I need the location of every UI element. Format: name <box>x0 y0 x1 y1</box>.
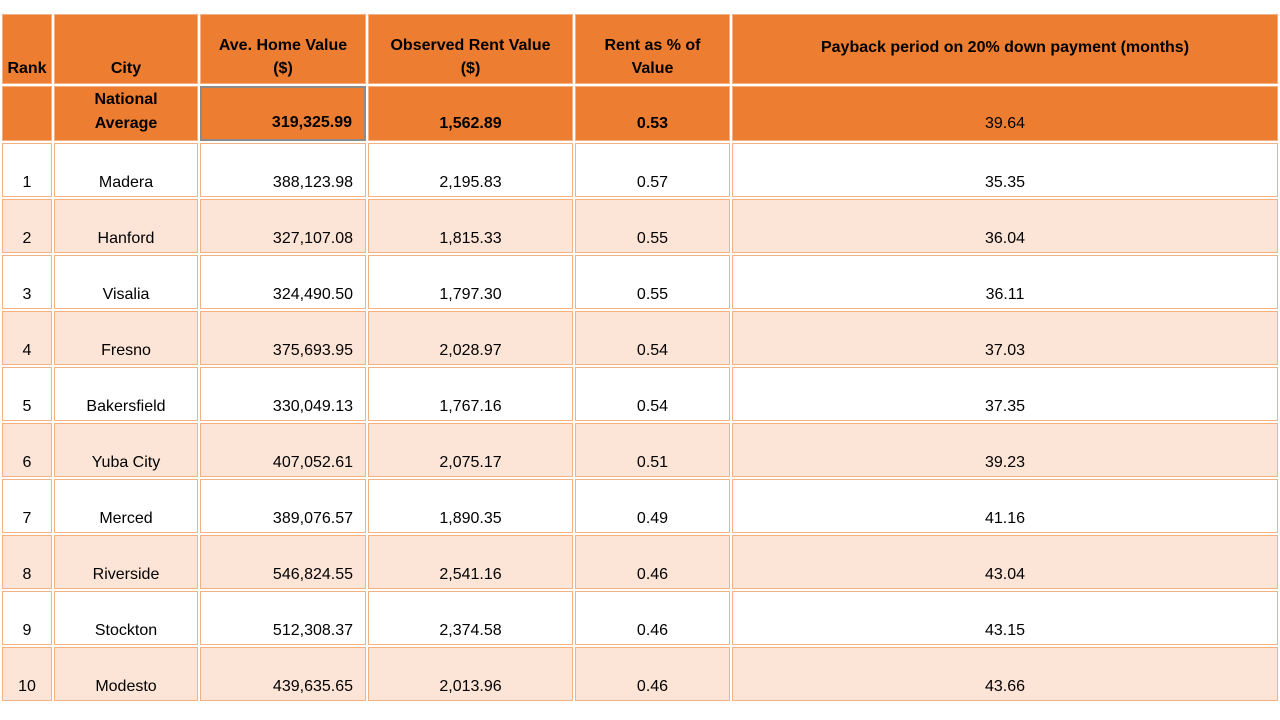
cell-payback: 39.23 <box>732 423 1278 477</box>
cell-rent-value: 2,195.83 <box>368 143 573 197</box>
cell-rent-percent: 0.55 <box>575 255 730 309</box>
table-row: 4 Fresno 375,693.95 2,028.97 0.54 37.03 <box>2 311 1278 365</box>
table-row: 8 Riverside 546,824.55 2,541.16 0.46 43.04 <box>2 535 1278 589</box>
cell-rent-percent: 0.46 <box>575 647 730 701</box>
cell-city: Riverside <box>54 535 198 589</box>
cell-rank: 9 <box>2 591 52 645</box>
cell-city: Fresno <box>54 311 198 365</box>
cell-home-value: 324,490.50 <box>200 255 366 309</box>
cell-rent-percent: 0.49 <box>575 479 730 533</box>
table-row: 9 Stockton 512,308.37 2,374.58 0.46 43.15 <box>2 591 1278 645</box>
cell-payback: 39.64 <box>732 86 1278 141</box>
table-row: 10 Modesto 439,635.65 2,013.96 0.46 43.66 <box>2 647 1278 701</box>
cell-rank: 7 <box>2 479 52 533</box>
table-row: 7 Merced 389,076.57 1,890.35 0.49 41.16 <box>2 479 1278 533</box>
cell-home-value: 407,052.61 <box>200 423 366 477</box>
table-row: 5 Bakersfield 330,049.13 1,767.16 0.54 37.35 <box>2 367 1278 421</box>
cell-rent-value: 1,767.16 <box>368 367 573 421</box>
cell-rank: 4 <box>2 311 52 365</box>
cell-city: Merced <box>54 479 198 533</box>
header-rent-value: Observed Rent Value ($) <box>368 14 573 84</box>
header-payback: Payback period on 20% down payment (mont… <box>732 14 1278 84</box>
cell-payback: 43.66 <box>732 647 1278 701</box>
header-row: Rank City Ave. Home Value ($) Observed R… <box>2 14 1278 84</box>
cell-payback: 37.03 <box>732 311 1278 365</box>
cell-payback: 35.35 <box>732 143 1278 197</box>
cell-rent-percent: 0.54 <box>575 367 730 421</box>
table-row: 3 Visalia 324,490.50 1,797.30 0.55 36.11 <box>2 255 1278 309</box>
cell-city: Madera <box>54 143 198 197</box>
cell-home-value: 330,049.13 <box>200 367 366 421</box>
cell-rank: 2 <box>2 199 52 253</box>
cell-city: Yuba City <box>54 423 198 477</box>
cell-rent-value: 2,374.58 <box>368 591 573 645</box>
cell-payback: 43.15 <box>732 591 1278 645</box>
cell-rent-percent: 0.46 <box>575 535 730 589</box>
cell-payback: 41.16 <box>732 479 1278 533</box>
cell-rent-percent: 0.53 <box>575 86 730 141</box>
cell-rank <box>2 86 52 141</box>
cell-home-value: 327,107.08 <box>200 199 366 253</box>
cell-home-value: 512,308.37 <box>200 591 366 645</box>
cell-city: National Average <box>54 86 198 141</box>
cell-home-value[interactable]: 319,325.99 <box>200 86 366 141</box>
cell-city: Visalia <box>54 255 198 309</box>
cell-home-value: 388,123.98 <box>200 143 366 197</box>
cell-rent-percent: 0.55 <box>575 199 730 253</box>
header-city: City <box>54 14 198 84</box>
table-row: 1 Madera 388,123.98 2,195.83 0.57 35.35 <box>2 143 1278 197</box>
cell-rent-value: 2,075.17 <box>368 423 573 477</box>
cell-payback: 36.11 <box>732 255 1278 309</box>
cell-city: Bakersfield <box>54 367 198 421</box>
cell-rent-value: 1,797.30 <box>368 255 573 309</box>
cell-rent-value: 2,541.16 <box>368 535 573 589</box>
table-row: 2 Hanford 327,107.08 1,815.33 0.55 36.04 <box>2 199 1278 253</box>
cell-rent-percent: 0.57 <box>575 143 730 197</box>
cell-rent-value: 2,013.96 <box>368 647 573 701</box>
national-average-row: National Average 319,325.99 1,562.89 0.5… <box>2 86 1278 141</box>
cell-home-value: 439,635.65 <box>200 647 366 701</box>
cell-home-value: 375,693.95 <box>200 311 366 365</box>
cell-rent-value: 2,028.97 <box>368 311 573 365</box>
cell-rent-value: 1,815.33 <box>368 199 573 253</box>
cell-rent-value: 1,890.35 <box>368 479 573 533</box>
cell-rank: 8 <box>2 535 52 589</box>
cell-city: Hanford <box>54 199 198 253</box>
cell-rank: 1 <box>2 143 52 197</box>
cell-city: Modesto <box>54 647 198 701</box>
cell-rent-percent: 0.54 <box>575 311 730 365</box>
cell-rank: 10 <box>2 647 52 701</box>
header-home-value: Ave. Home Value ($) <box>200 14 366 84</box>
cell-rank: 6 <box>2 423 52 477</box>
cell-home-value: 546,824.55 <box>200 535 366 589</box>
cell-rent-percent: 0.46 <box>575 591 730 645</box>
rent-ranking-table: Rank City Ave. Home Value ($) Observed R… <box>0 12 1280 703</box>
header-rank: Rank <box>2 14 52 84</box>
cell-city: Stockton <box>54 591 198 645</box>
cell-payback: 36.04 <box>732 199 1278 253</box>
table-row: 6 Yuba City 407,052.61 2,075.17 0.51 39.23 <box>2 423 1278 477</box>
cell-rent-value: 1,562.89 <box>368 86 573 141</box>
cell-payback: 37.35 <box>732 367 1278 421</box>
header-rent-percent: Rent as % of Value <box>575 14 730 84</box>
cell-rent-percent: 0.51 <box>575 423 730 477</box>
cell-home-value: 389,076.57 <box>200 479 366 533</box>
cell-rank: 3 <box>2 255 52 309</box>
cell-rank: 5 <box>2 367 52 421</box>
cell-payback: 43.04 <box>732 535 1278 589</box>
